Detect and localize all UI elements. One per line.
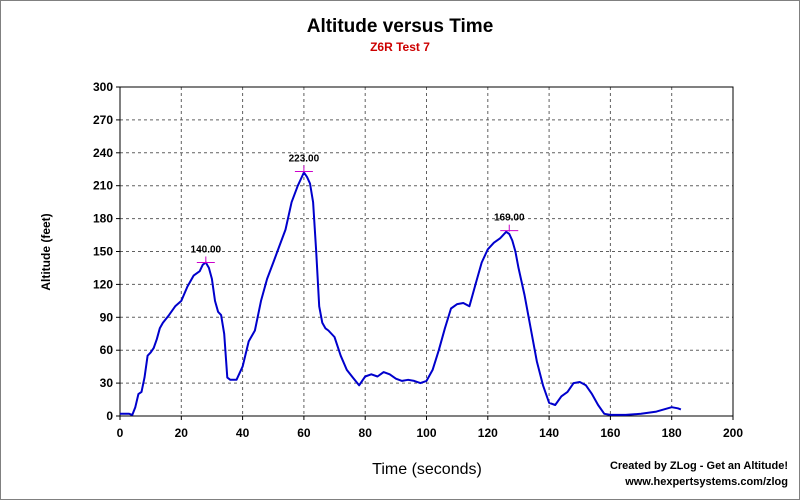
x-tick-label: 100 [416,426,436,440]
peak-label: 223.00 [289,153,320,164]
chart-subtitle: Z6R Test 7 [370,40,430,54]
y-tick-label: 30 [100,376,114,390]
y-tick-label: 210 [93,179,113,193]
y-tick-label: 0 [106,409,113,423]
x-tick-label: 200 [723,426,743,440]
y-tick-label: 270 [93,113,113,127]
x-tick-label: 140 [539,426,559,440]
x-axis-label: Time (seconds) [372,461,482,478]
x-tick-label: 60 [297,426,311,440]
x-tick-label: 160 [600,426,620,440]
y-tick-label: 240 [93,146,113,160]
y-tick-label: 180 [93,212,113,226]
x-tick-label: 120 [478,426,498,440]
credit-text: Created by ZLog - Get an Altitude! [609,460,788,472]
altitude-series-line [120,171,682,416]
peak-annotations: 140.00 223.00 169.00 [191,153,525,264]
y-tick-label: 60 [100,343,114,357]
y-tick-label: 90 [100,310,114,324]
credit-url: www.hexpertsystems.com/zlog [625,476,788,488]
x-tick-label: 40 [236,426,250,440]
x-tick-label: 20 [175,426,189,440]
y-tick-label: 120 [93,277,113,291]
axis-ticks: 0 20 40 60 80 100 120 140 160 180 200 0 30 60 90 120 150… [93,80,743,440]
x-tick-label: 180 [662,426,682,440]
y-tick-label: 300 [93,80,113,94]
y-axis-label: Altitude (feet) [39,213,53,290]
peak-label: 169.00 [494,213,525,224]
chart-title: Altitude versus Time [306,16,494,37]
x-tick-label: 0 [117,426,124,440]
x-tick-label: 80 [359,426,373,440]
peak-label: 140.00 [191,244,222,255]
y-tick-label: 150 [93,245,113,259]
